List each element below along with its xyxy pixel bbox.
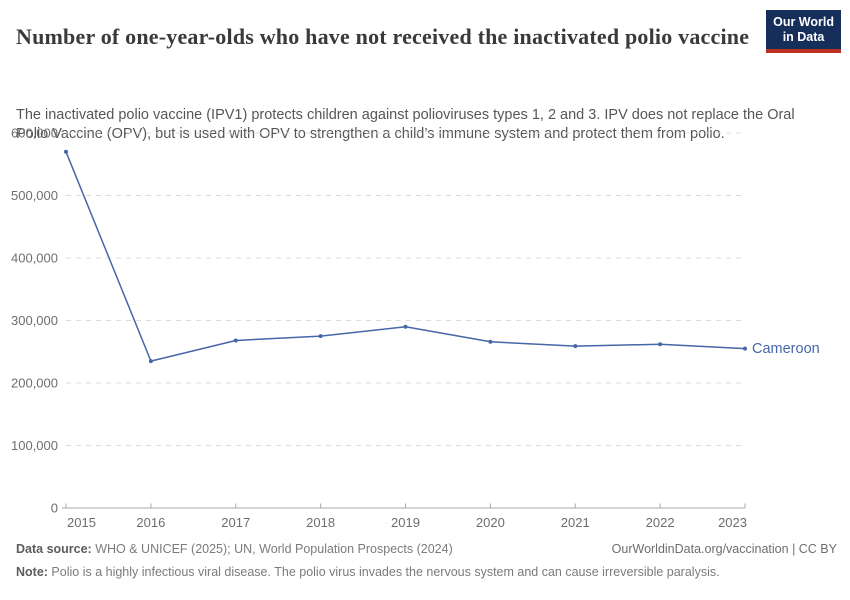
svg-text:200,000: 200,000 (11, 376, 58, 391)
svg-text:2023: 2023 (718, 515, 747, 530)
series-cameroon[interactable] (64, 149, 747, 364)
owid-logo-line1: Our World (773, 15, 834, 29)
svg-text:100,000: 100,000 (11, 438, 58, 453)
page-title: Number of one-year-olds who have not rec… (16, 23, 750, 49)
svg-text:2018: 2018 (306, 515, 335, 530)
svg-text:2021: 2021 (561, 515, 590, 530)
svg-text:300,000: 300,000 (11, 313, 58, 328)
svg-text:500,000: 500,000 (11, 188, 58, 203)
owid-logo-line2: in Data (782, 30, 825, 44)
data-point (658, 342, 663, 347)
note-line: Note: Polio is a highly infectious viral… (16, 563, 837, 582)
svg-text:2020: 2020 (476, 515, 505, 530)
svg-text:2017: 2017 (221, 515, 250, 530)
note-label: Note: (16, 565, 48, 579)
y-gridlines: 0 100,000 200,000 300,000 400,000 500,000 600,… (11, 126, 745, 516)
svg-text:2022: 2022 (646, 515, 675, 530)
data-source-label: Data source: (16, 542, 92, 556)
data-point (233, 338, 238, 343)
data-point (64, 149, 68, 154)
owid-logo[interactable]: Our World in Data (766, 10, 841, 53)
svg-text:2016: 2016 (136, 515, 165, 530)
x-axis: 2015 2016 2017 2018 2019 2020 2021 2022 2023 (65, 503, 747, 530)
line-chart: 0 100,000 200,000 300,000 400,000 500,000 600,… (0, 125, 850, 537)
note-text: Polio is a highly infectious viral disea… (47, 565, 720, 579)
data-source-text: WHO & UNICEF (2025); UN, World Populatio… (91, 542, 453, 556)
data-point (148, 359, 153, 364)
svg-text:0: 0 (51, 501, 58, 516)
data-point (488, 339, 493, 344)
entity-label[interactable]: Cameroon (752, 341, 820, 357)
data-source-line: Data source: WHO & UNICEF (2025); UN, Wo… (16, 540, 453, 559)
data-point (743, 346, 747, 351)
svg-text:2015: 2015 (67, 515, 96, 530)
data-point (318, 334, 323, 339)
line-chart-svg[interactable]: 0 100,000 200,000 300,000 400,000 500,000 600,… (0, 125, 850, 537)
data-point (403, 324, 408, 329)
owid-cc-by-link[interactable]: OurWorldinData.org/vaccination | CC BY (611, 542, 837, 556)
data-point (573, 344, 578, 349)
svg-text:2019: 2019 (391, 515, 420, 530)
chart-footer: Data source: WHO & UNICEF (2025); UN, Wo… (16, 540, 837, 582)
svg-text:400,000: 400,000 (11, 251, 58, 266)
svg-text:600,000: 600,000 (11, 126, 58, 141)
